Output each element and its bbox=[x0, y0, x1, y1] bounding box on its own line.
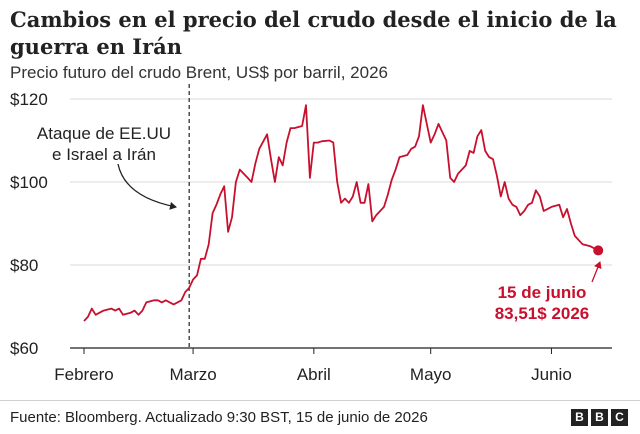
price-line bbox=[83, 104, 599, 322]
chart-title: Cambios en el precio del crudo desde el … bbox=[10, 7, 617, 59]
last-point-arrow bbox=[591, 261, 602, 283]
logo-letter: B bbox=[571, 409, 588, 426]
axes: $60 $80 $100 $120 Febrero Marzo Abril Mayo Junio bbox=[10, 90, 572, 384]
event-label: e Israel a Irán bbox=[52, 145, 156, 164]
x-tick-label: Mayo bbox=[410, 365, 452, 384]
logo-letter: B bbox=[591, 409, 608, 426]
grid bbox=[70, 98, 612, 349]
footer: Fuente: Bloomberg. Actualizado 9:30 BST,… bbox=[0, 400, 640, 434]
y-tick-label: $120 bbox=[10, 90, 48, 109]
event-arrow bbox=[117, 163, 177, 210]
last-point bbox=[593, 245, 604, 256]
source-note: Fuente: Bloomberg. Actualizado 9:30 BST,… bbox=[10, 409, 428, 426]
x-tick-label: Abril bbox=[297, 365, 331, 384]
x-tick-label: Febrero bbox=[54, 365, 114, 384]
y-tick-label: $80 bbox=[10, 256, 38, 275]
event-label: Ataque de EE.UU bbox=[37, 124, 171, 143]
last-point-label: 15 de junio bbox=[498, 283, 587, 302]
last-point-label: 83,51$ 2026 bbox=[495, 304, 590, 323]
event-marker: Ataque de EE.UU e Israel a Irán bbox=[37, 84, 190, 348]
y-tick-label: $100 bbox=[10, 173, 48, 192]
logo-letter: C bbox=[611, 409, 628, 426]
annotations: 15 de junio 83,51$ 2026 bbox=[495, 245, 604, 323]
y-tick-label: $60 bbox=[10, 339, 38, 358]
x-tick-label: Junio bbox=[531, 365, 572, 384]
x-tick-label: Marzo bbox=[169, 365, 216, 384]
line-chart: $60 $80 $100 $120 Febrero Marzo Abril Mayo Junio… bbox=[10, 84, 612, 384]
bbc-logo: B B C bbox=[571, 409, 628, 426]
series bbox=[83, 104, 599, 322]
chart-subtitle: Precio futuro del crudo Brent, US$ por b… bbox=[10, 63, 388, 82]
